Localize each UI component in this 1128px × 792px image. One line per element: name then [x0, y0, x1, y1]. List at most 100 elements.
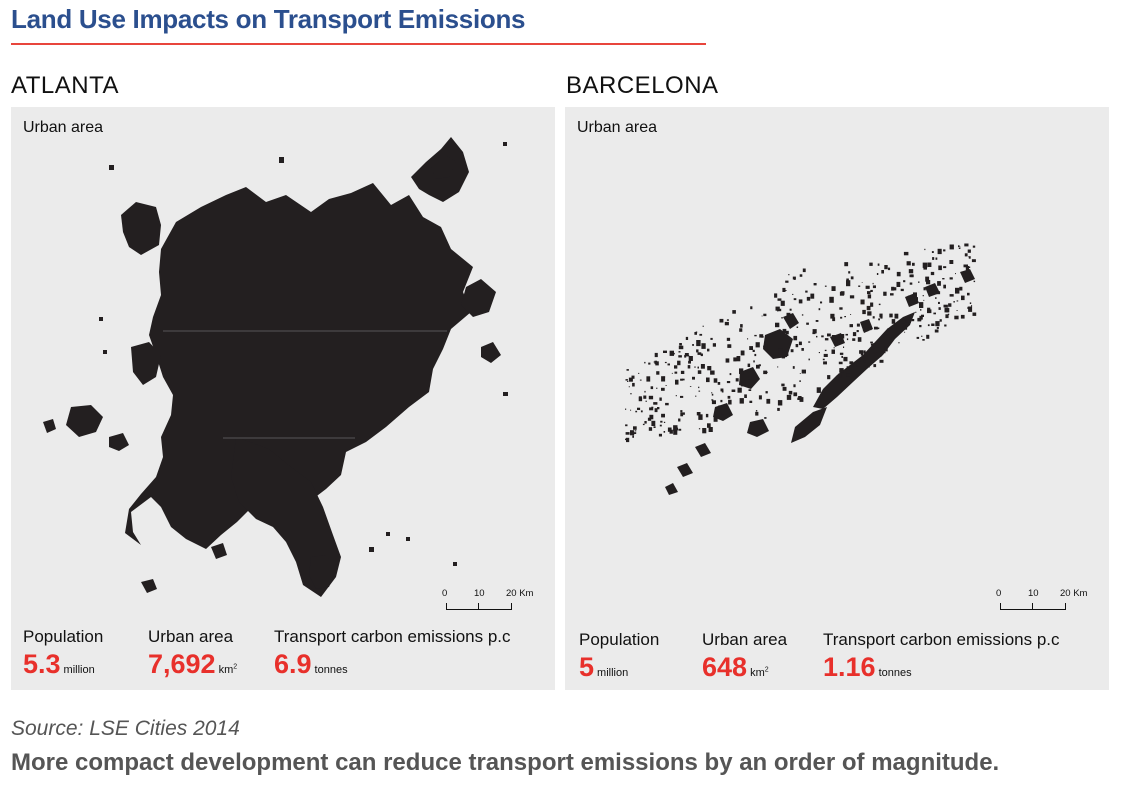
settlement-speck	[660, 420, 663, 423]
urban-area-map-barcelona	[625, 243, 977, 495]
settlement-speck	[961, 295, 965, 301]
settlement-speck	[766, 349, 768, 351]
settlement-speck	[688, 360, 691, 364]
settlement-speck	[638, 397, 643, 402]
settlement-speck	[695, 331, 698, 334]
settlement-speck	[708, 427, 713, 432]
settlement-speck	[656, 387, 658, 389]
settlement-speck	[846, 338, 849, 341]
settlement-speck	[867, 311, 872, 316]
settlement-speck	[710, 370, 715, 375]
scale-tick-label: 20 Km	[506, 588, 534, 599]
city-name-barcelona: BARCELONA	[566, 72, 719, 99]
settlement-speck	[680, 410, 683, 413]
settlement-speck	[823, 353, 828, 357]
settlement-speck	[891, 319, 896, 324]
settlement-speck	[692, 376, 695, 380]
settlement-speck	[960, 314, 965, 319]
settlement-speck	[963, 264, 968, 268]
settlement-speck	[969, 277, 972, 280]
settlement-speck	[793, 384, 796, 388]
settlement-speck	[721, 390, 724, 393]
settlement-speck	[731, 389, 736, 392]
settlement-speck	[696, 349, 699, 353]
settlement-speck	[893, 287, 897, 291]
settlement-speck	[863, 360, 866, 363]
settlement-speck	[848, 368, 850, 371]
settlement-speck	[943, 266, 947, 269]
settlement-speck	[831, 286, 836, 291]
settlement-speck	[678, 351, 681, 353]
settlement-speck	[720, 399, 723, 403]
settlement-speck	[653, 402, 658, 405]
settlement-speck	[627, 380, 629, 382]
settlement-speck	[801, 314, 804, 316]
settlement-speck	[900, 288, 904, 292]
settlement-speck	[632, 435, 634, 438]
settlement-speck	[889, 313, 893, 318]
settlement-speck	[711, 392, 713, 394]
settlement-speck	[824, 349, 827, 352]
settlement-speck	[785, 318, 789, 321]
stat-unit: km	[750, 667, 765, 679]
settlement-speck	[927, 262, 932, 267]
settlement-speck	[678, 418, 681, 422]
settlement-speck	[643, 395, 647, 399]
settlement-speck	[967, 292, 970, 296]
settlement-speck	[948, 303, 952, 307]
settlement-speck	[824, 338, 829, 341]
settlement-speck	[633, 426, 637, 430]
settlement-speck	[867, 365, 870, 368]
settlement-speck	[926, 280, 931, 285]
settlement-speck	[874, 326, 878, 330]
settlement-speck	[902, 325, 908, 330]
settlement-speck	[651, 420, 656, 426]
settlement-speck	[843, 346, 845, 348]
settlement-speck	[830, 313, 835, 319]
settlement-speck	[840, 291, 845, 295]
settlement-speck	[718, 405, 721, 408]
settlement-speck	[875, 343, 879, 348]
settlement-speck	[758, 395, 762, 400]
settlement-speck	[839, 368, 844, 373]
city-name-atlanta: ATLANTA	[11, 72, 119, 99]
settlement-speck	[839, 307, 843, 310]
settlement-speck	[938, 301, 940, 304]
settlement-speck	[805, 290, 808, 293]
settlement-speck	[873, 348, 875, 350]
settlement-speck	[739, 368, 744, 375]
map-panel-atlanta: Urban area 0 10 20 Km Population 5.3 mill…	[11, 107, 555, 690]
settlement-speck	[861, 282, 863, 283]
settlement-speck	[753, 360, 755, 363]
settlement-speck	[839, 334, 845, 339]
settlement-speck	[698, 390, 701, 392]
settlement-speck	[697, 366, 699, 369]
settlement-speck	[815, 320, 819, 322]
settlement-speck	[698, 414, 703, 420]
settlement-speck	[799, 274, 803, 277]
settlement-speck	[687, 355, 690, 357]
settlement-speck	[782, 287, 786, 292]
settlement-speck	[796, 326, 799, 328]
settlement-speck	[930, 271, 935, 276]
settlement-speck	[781, 383, 785, 387]
settlement-speck	[678, 355, 682, 358]
settlement-speck	[674, 365, 678, 369]
settlement-speck	[625, 424, 628, 427]
settlement-speck	[935, 257, 938, 260]
settlement-speck	[766, 371, 768, 373]
settlement-speck	[872, 282, 874, 285]
settlement-speck	[667, 363, 670, 366]
settlement-speck	[655, 361, 659, 366]
stat-value: 6.9	[274, 649, 312, 679]
settlement-speck	[936, 291, 941, 295]
settlement-speck	[840, 316, 843, 319]
settlement-speck	[673, 429, 678, 435]
settlement-speck	[891, 314, 893, 317]
settlement-speck	[763, 370, 768, 375]
settlement-speck	[728, 399, 732, 405]
settlement-speck	[764, 344, 768, 350]
settlement-speck	[967, 306, 969, 309]
settlement-speck	[698, 428, 701, 430]
settlement-speck	[679, 343, 682, 346]
